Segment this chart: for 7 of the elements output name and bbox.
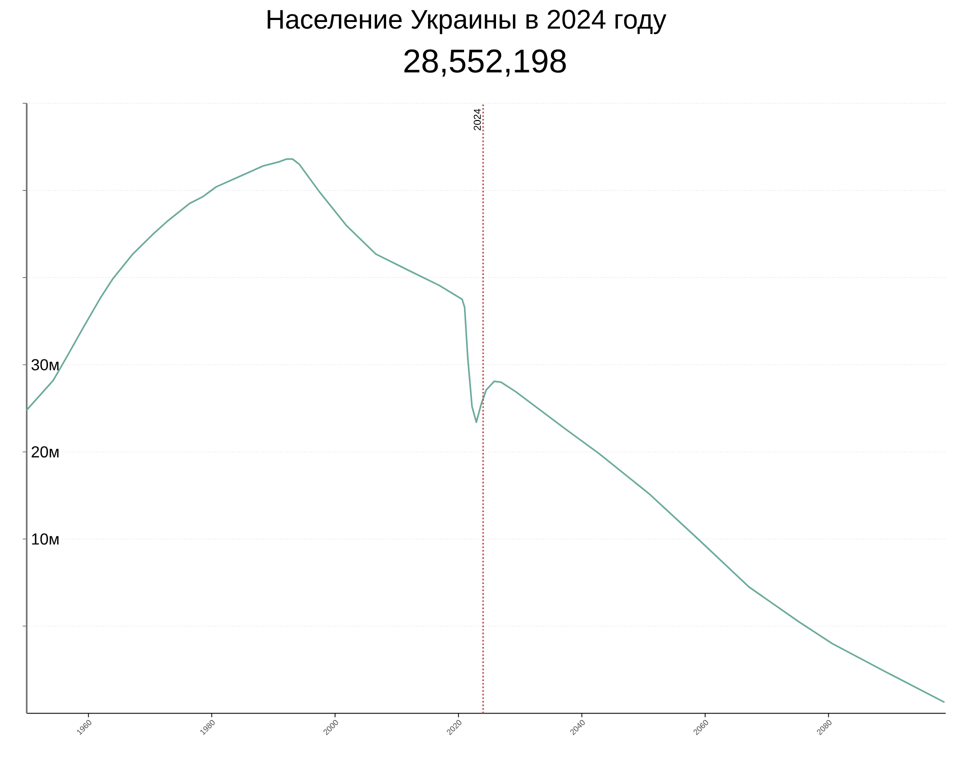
chart-subtitle: 28,552,198 (404, 49, 566, 77)
chart-title: Население Украины в 2024 году (268, 10, 666, 34)
y-tick-label: 20м (32, 446, 58, 458)
ref-line-label: 2024 (474, 108, 481, 130)
line-series (26, 158, 945, 703)
y-tick-label: 30м (32, 359, 58, 370)
y-tick-label: 10м (32, 533, 58, 545)
